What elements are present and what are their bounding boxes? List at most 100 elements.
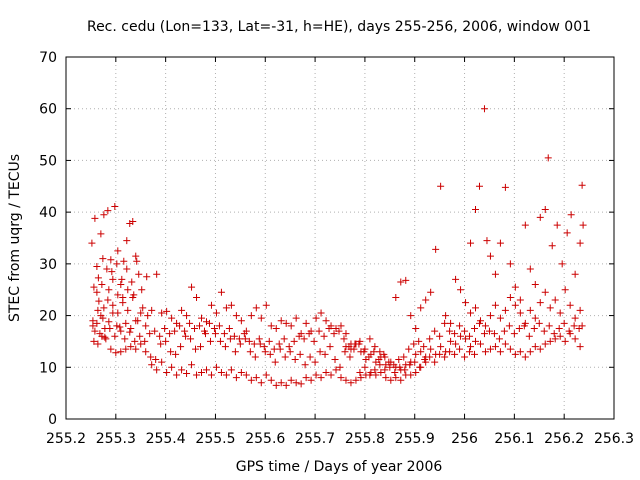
data-point xyxy=(275,340,283,348)
data-point xyxy=(567,211,575,219)
data-point xyxy=(153,270,161,278)
data-point xyxy=(167,348,175,356)
data-point xyxy=(540,327,548,335)
data-point xyxy=(521,353,529,361)
data-point xyxy=(262,301,270,309)
data-point xyxy=(197,343,205,351)
data-point xyxy=(541,288,549,296)
data-point xyxy=(114,291,122,299)
data-point xyxy=(520,322,528,330)
data-point xyxy=(491,270,499,278)
data-point xyxy=(476,340,484,348)
y-tick-label: 40 xyxy=(39,205,57,221)
data-point xyxy=(120,257,128,265)
data-point xyxy=(222,371,230,379)
data-point xyxy=(337,322,345,330)
data-point xyxy=(496,348,504,356)
data-point xyxy=(221,343,229,351)
y-tick-label: 50 xyxy=(39,153,57,169)
data-point xyxy=(381,366,389,374)
y-tick-label: 70 xyxy=(39,50,57,66)
data-point xyxy=(316,348,324,356)
data-point xyxy=(525,332,533,340)
data-point xyxy=(99,255,107,263)
data-point xyxy=(495,335,503,343)
data-point xyxy=(122,345,130,353)
data-point xyxy=(370,348,378,356)
data-point xyxy=(207,301,215,309)
data-point xyxy=(101,333,109,341)
data-point xyxy=(447,337,455,345)
data-point xyxy=(346,353,354,361)
data-point xyxy=(546,304,554,312)
data-point xyxy=(472,337,480,345)
data-point xyxy=(212,309,220,317)
x-tick-label: 256.3 xyxy=(594,431,634,447)
data-point xyxy=(270,345,278,353)
data-point xyxy=(327,371,335,379)
data-point xyxy=(256,340,264,348)
data-point xyxy=(113,322,121,330)
data-point xyxy=(272,381,280,389)
data-point xyxy=(451,350,459,358)
data-point xyxy=(306,353,314,361)
data-point xyxy=(297,380,305,388)
data-point xyxy=(252,304,260,312)
data-point xyxy=(486,345,494,353)
data-point xyxy=(129,293,137,301)
data-point xyxy=(98,281,106,289)
data-point xyxy=(531,343,539,351)
data-point xyxy=(161,325,169,332)
data-point xyxy=(108,268,116,276)
data-point xyxy=(391,368,399,376)
y-axis-label: STEC from uqrg / TECUs xyxy=(7,154,23,322)
data-point xyxy=(402,276,410,284)
data-point xyxy=(375,356,383,364)
data-point xyxy=(491,301,499,309)
data-point xyxy=(437,182,445,190)
data-point xyxy=(302,319,310,327)
data-point xyxy=(122,319,130,327)
data-point xyxy=(114,309,122,317)
data-point xyxy=(171,327,179,335)
data-point xyxy=(291,356,299,364)
data-point xyxy=(531,281,539,289)
data-point xyxy=(142,348,150,356)
data-point xyxy=(357,374,365,382)
data-point xyxy=(446,348,454,356)
data-point xyxy=(511,350,519,358)
data-point xyxy=(107,256,115,264)
data-point xyxy=(576,306,584,314)
data-point xyxy=(287,322,295,330)
data-point xyxy=(330,330,338,338)
x-tick-label: 256.2 xyxy=(544,431,584,447)
data-point xyxy=(575,325,583,332)
data-point xyxy=(342,330,350,338)
data-point xyxy=(456,322,464,330)
data-point xyxy=(466,332,474,340)
data-point xyxy=(247,376,255,384)
data-point xyxy=(230,332,238,340)
data-point xyxy=(183,369,191,377)
data-point xyxy=(100,304,108,312)
data-point xyxy=(156,332,164,340)
data-point xyxy=(516,348,524,356)
data-point xyxy=(136,332,144,340)
data-point xyxy=(332,366,340,374)
data-point xyxy=(93,262,101,270)
data-point xyxy=(292,314,300,322)
data-point xyxy=(90,283,98,291)
data-point xyxy=(148,306,156,314)
data-point xyxy=(106,325,114,332)
data-point xyxy=(320,332,328,340)
data-point xyxy=(405,345,413,353)
data-point xyxy=(266,350,274,358)
data-point xyxy=(302,374,310,382)
data-point xyxy=(251,353,259,361)
data-point xyxy=(317,309,325,317)
data-point xyxy=(427,288,435,296)
data-point xyxy=(198,314,206,322)
data-point xyxy=(127,343,135,351)
x-tick-label: 255.7 xyxy=(295,431,335,447)
data-point xyxy=(276,345,284,353)
